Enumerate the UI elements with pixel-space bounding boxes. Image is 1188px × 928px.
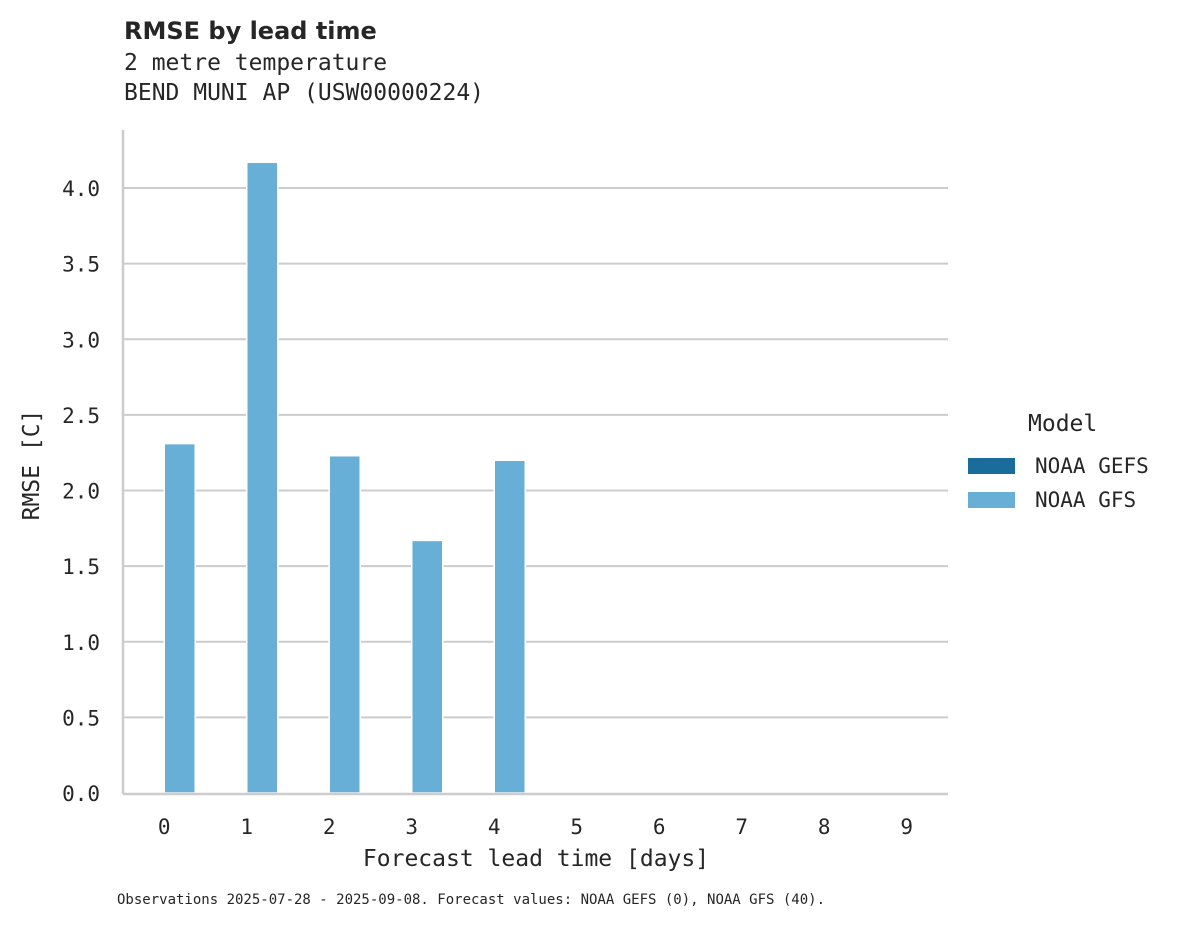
chart-subtitle-station: BEND MUNI AP (USW00000224)	[124, 80, 485, 106]
x-tick-label: 9	[900, 815, 913, 839]
x-axis-label: Forecast lead time [days]	[362, 846, 710, 872]
y-tick-label: 2.5	[62, 404, 100, 428]
footnote: Observations 2025-07-28 - 2025-09-08. Fo…	[117, 892, 826, 908]
bar-noaa-gfs	[246, 161, 279, 794]
x-tick-label: 7	[735, 815, 748, 839]
x-tick-label: 6	[653, 815, 666, 839]
chart-title: RMSE by lead time	[124, 17, 377, 45]
bar-noaa-gfs	[328, 454, 361, 794]
chart-subtitle-variable: 2 metre temperature	[124, 50, 388, 76]
y-tick-label: 0.0	[62, 782, 100, 806]
legend-item-noaa-gfs: NOAA GFS	[968, 488, 1136, 512]
x-tick-label: 1	[240, 815, 253, 839]
x-tick-label: 2	[323, 815, 336, 839]
legend-swatch-gefs	[968, 458, 1015, 474]
y-tick-label: 3.5	[62, 253, 100, 277]
x-tick-label: 4	[488, 815, 501, 839]
legend-label: NOAA GEFS	[1035, 454, 1149, 478]
legend-swatch-gfs	[968, 492, 1015, 508]
x-tick-label: 8	[818, 815, 831, 839]
legend-item-noaa-gefs: NOAA GEFS	[968, 454, 1149, 478]
y-tick-label: 4.0	[62, 177, 100, 201]
y-tick-label: 0.5	[62, 706, 100, 730]
bar-noaa-gfs	[163, 442, 196, 794]
y-tick-label: 1.5	[62, 555, 100, 579]
y-tick-label: 1.0	[62, 631, 100, 655]
x-tick-label: 0	[158, 815, 171, 839]
legend-title: Model	[1028, 411, 1098, 437]
y-tick-label: 3.0	[62, 328, 100, 352]
y-tick-label: 2.0	[62, 480, 100, 504]
bar-noaa-gfs	[493, 459, 526, 794]
bar-noaa-gfs	[411, 539, 444, 794]
legend-label: NOAA GFS	[1035, 488, 1137, 512]
x-tick-label: 3	[405, 815, 418, 839]
x-tick-label: 5	[570, 815, 583, 839]
y-axis-label: RMSE [C]	[19, 409, 45, 521]
